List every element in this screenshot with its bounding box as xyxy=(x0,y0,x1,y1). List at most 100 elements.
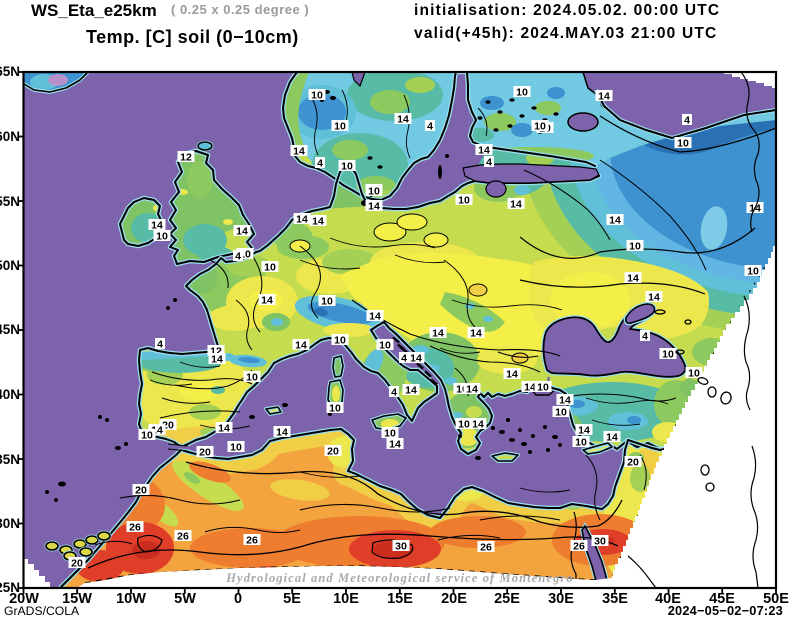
svg-text:10: 10 xyxy=(334,335,346,347)
svg-text:valid(+45h): 2024.MAY.03 21:00: valid(+45h): 2024.MAY.03 21:00 UTC xyxy=(414,25,717,42)
svg-text:12: 12 xyxy=(210,346,222,358)
svg-text:20: 20 xyxy=(71,558,83,570)
svg-text:4: 4 xyxy=(157,339,163,351)
svg-text:15E: 15E xyxy=(387,591,413,607)
svg-text:4: 4 xyxy=(427,121,433,133)
svg-text:10: 10 xyxy=(384,428,396,440)
svg-text:4: 4 xyxy=(391,387,397,399)
svg-text:20: 20 xyxy=(627,457,639,469)
svg-text:14: 14 xyxy=(478,145,490,157)
svg-text:14: 14 xyxy=(312,216,324,228)
svg-text:10: 10 xyxy=(575,437,587,449)
svg-text:14: 14 xyxy=(151,425,163,437)
svg-text:10: 10 xyxy=(246,372,258,384)
svg-text:50N: 50N xyxy=(0,258,20,273)
svg-text:20E: 20E xyxy=(441,591,467,607)
svg-text:14: 14 xyxy=(218,423,230,435)
svg-text:14: 14 xyxy=(472,419,484,431)
svg-text:10: 10 xyxy=(629,241,641,253)
svg-text:60N: 60N xyxy=(0,129,20,144)
svg-text:5E: 5E xyxy=(283,591,301,607)
svg-text:35N: 35N xyxy=(0,452,20,467)
svg-text:14: 14 xyxy=(276,427,288,439)
svg-text:14: 14 xyxy=(296,214,308,226)
svg-text:15W: 15W xyxy=(62,591,92,607)
svg-text:20: 20 xyxy=(162,420,174,432)
svg-text:10: 10 xyxy=(555,407,567,419)
svg-text:10: 10 xyxy=(264,262,276,274)
svg-text:14: 14 xyxy=(369,311,381,323)
svg-text:10: 10 xyxy=(230,442,242,454)
svg-text:10: 10 xyxy=(677,138,689,150)
svg-text:4: 4 xyxy=(486,157,492,169)
svg-text:5W: 5W xyxy=(174,591,196,607)
svg-text:2024−05−02−07:23: 2024−05−02−07:23 xyxy=(668,603,783,618)
svg-text:14: 14 xyxy=(506,369,518,381)
svg-text:35E: 35E xyxy=(602,591,628,607)
svg-text:Temp. [C] soil (0−10cm): Temp. [C] soil (0−10cm) xyxy=(86,27,299,47)
svg-text:14: 14 xyxy=(236,226,248,238)
svg-text:14: 14 xyxy=(432,328,444,340)
svg-text:65N: 65N xyxy=(0,64,20,79)
svg-text:10: 10 xyxy=(537,382,549,394)
svg-text:14: 14 xyxy=(397,114,409,126)
svg-text:GrADS/COLA: GrADS/COLA xyxy=(4,604,80,618)
svg-text:30: 30 xyxy=(395,541,407,553)
svg-text:4: 4 xyxy=(401,353,407,365)
svg-text:14: 14 xyxy=(524,382,536,394)
svg-text:14: 14 xyxy=(405,385,417,397)
svg-text:14: 14 xyxy=(598,91,610,103)
svg-text:45E: 45E xyxy=(709,591,735,607)
svg-text:14: 14 xyxy=(578,425,590,437)
svg-text:26: 26 xyxy=(480,542,492,554)
svg-text:10: 10 xyxy=(311,90,323,102)
svg-text:10: 10 xyxy=(458,195,470,207)
svg-text:4: 4 xyxy=(317,158,323,170)
svg-text:26: 26 xyxy=(573,541,585,553)
svg-text:20: 20 xyxy=(327,446,339,458)
svg-text:20W: 20W xyxy=(9,591,39,607)
svg-text:10: 10 xyxy=(534,121,546,133)
svg-text:12: 12 xyxy=(180,152,192,164)
svg-text:50E: 50E xyxy=(763,591,789,607)
svg-text:14: 14 xyxy=(295,340,307,352)
svg-text:10: 10 xyxy=(688,368,700,380)
svg-text:10: 10 xyxy=(341,161,353,173)
svg-text:30N: 30N xyxy=(0,516,20,531)
svg-text:10: 10 xyxy=(456,384,468,396)
svg-text:14: 14 xyxy=(293,146,305,158)
svg-text:( 0.25 x 0.25 degree ): ( 0.25 x 0.25 degree ) xyxy=(171,2,309,17)
svg-text:14: 14 xyxy=(470,328,482,340)
svg-text:14: 14 xyxy=(151,220,163,232)
svg-text:4: 4 xyxy=(684,115,690,127)
svg-text:14: 14 xyxy=(466,384,478,396)
svg-text:20: 20 xyxy=(199,447,211,459)
svg-text:4: 4 xyxy=(642,331,648,343)
svg-text:14: 14 xyxy=(368,201,380,213)
svg-text:25E: 25E xyxy=(494,591,520,607)
svg-text:10: 10 xyxy=(368,186,380,198)
svg-text:14: 14 xyxy=(261,295,273,307)
svg-text:initialisation: 2024.05.02. 00: initialisation: 2024.05.02. 00:00 UTC xyxy=(414,2,720,19)
svg-text:14: 14 xyxy=(389,439,401,451)
svg-text:10W: 10W xyxy=(116,591,146,607)
svg-text:10: 10 xyxy=(516,87,528,99)
svg-text:10: 10 xyxy=(334,121,346,133)
svg-text:10: 10 xyxy=(239,249,251,261)
svg-text:10: 10 xyxy=(156,231,168,243)
svg-text:10: 10 xyxy=(458,419,470,431)
svg-text:10: 10 xyxy=(141,430,153,442)
svg-text:25N: 25N xyxy=(0,580,20,595)
svg-text:10: 10 xyxy=(321,296,333,308)
svg-text:14: 14 xyxy=(609,215,621,227)
svg-text:14: 14 xyxy=(606,432,618,444)
svg-text:Hydrological and Meteorologica: Hydrological and Meteorological service … xyxy=(225,571,574,585)
svg-text:30E: 30E xyxy=(548,591,574,607)
svg-text:40E: 40E xyxy=(655,591,681,607)
svg-text:10: 10 xyxy=(329,403,341,415)
svg-text:10E: 10E xyxy=(333,591,359,607)
svg-text:10: 10 xyxy=(379,340,391,352)
svg-text:WS_Eta_e25km: WS_Eta_e25km xyxy=(31,1,157,20)
svg-text:10: 10 xyxy=(662,349,674,361)
svg-text:14: 14 xyxy=(510,199,522,211)
